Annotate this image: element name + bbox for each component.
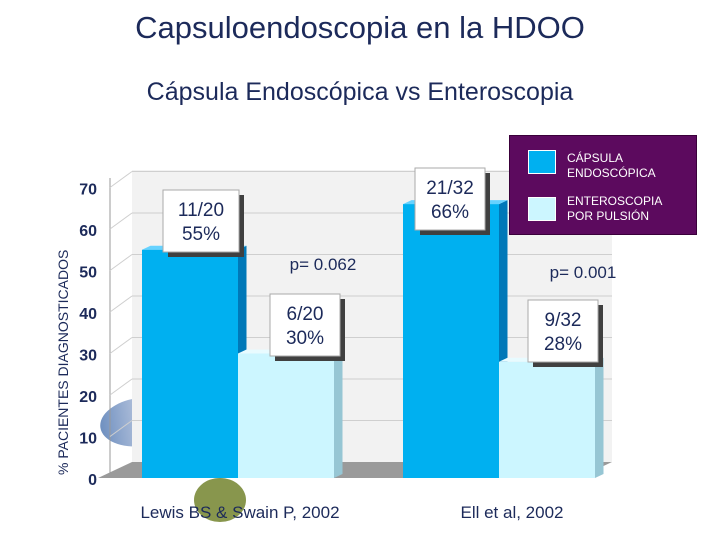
bar-front [238, 353, 334, 478]
label-box [414, 167, 486, 231]
legend-label-enteroscopia: ENTEROSCOPIA POR PULSIÓN [567, 194, 663, 223]
bar-side [334, 349, 343, 478]
data-label-capsula-1: 11/20 55% [162, 189, 244, 257]
data-label-capsula-2: 21/32 66% [414, 167, 490, 235]
y-axis-label: % PACIENTES DIAGNOSTICADOS [55, 250, 71, 475]
gridline-diag [109, 420, 133, 437]
label-box [162, 189, 240, 253]
label-fraction: 6/20 [287, 304, 324, 325]
gridline-diag [109, 212, 133, 230]
label-fraction: 21/32 [426, 178, 474, 199]
bar-front [499, 361, 595, 478]
category-label: Ell et al, 2002 [460, 503, 563, 522]
y-tick-label: 20 [79, 389, 97, 406]
p-value-label: p= 0.062 [290, 255, 357, 274]
label-percent: 30% [286, 328, 324, 349]
y-tick-label: 50 [79, 265, 97, 282]
y-tick-label: 70 [79, 182, 97, 199]
y-tick-label: 0 [88, 472, 97, 489]
legend-label-capsula: CÁPSULA ENDOSCÓPICA [567, 151, 656, 180]
label-fraction: 11/20 [178, 200, 224, 221]
bar-capsula-2 [403, 200, 508, 478]
gridline-diag [109, 378, 133, 396]
bar-capsula-1 [142, 245, 247, 478]
category-label: Lewis BS & Swain P, 2002 [140, 503, 339, 522]
data-label-enteroscopia-2: 9/32 28% [527, 299, 603, 367]
legend-swatch-enteroscopia [528, 197, 556, 221]
y-tick-label: 60 [79, 223, 97, 240]
y-tick-label: 10 [79, 431, 97, 448]
label-box [527, 299, 599, 363]
gridline-diag [109, 295, 133, 313]
label-percent: 28% [544, 334, 582, 355]
gridline-diag [109, 171, 133, 188]
label-fraction: 9/32 [545, 310, 582, 331]
legend-swatch-capsula [528, 150, 556, 174]
p-value-label: p= 0.001 [550, 263, 617, 282]
slide-subtitle: Cápsula Endoscópica vs Enteroscopia [146, 78, 574, 106]
y-tick-label: 40 [79, 306, 97, 323]
bar-enteroscopia-1 [238, 349, 343, 478]
label-percent: 55% [182, 224, 220, 245]
y-tick-label: 30 [79, 348, 97, 365]
bar-enteroscopia-2 [499, 357, 604, 478]
bar-front [403, 204, 499, 478]
data-label-enteroscopia-1: 6/20 30% [269, 293, 345, 361]
bar-front [142, 249, 238, 478]
bar-side [595, 357, 604, 478]
gridline-diag [109, 337, 133, 354]
label-box [269, 293, 341, 357]
gridline-diag [109, 254, 133, 271]
slide-title: Capsuloendoscopia en la HDOO [135, 10, 585, 45]
chart-legend: CÁPSULA ENDOSCÓPICA ENTEROSCOPIA POR PULSI… [509, 135, 697, 235]
label-percent: 66% [431, 202, 469, 223]
